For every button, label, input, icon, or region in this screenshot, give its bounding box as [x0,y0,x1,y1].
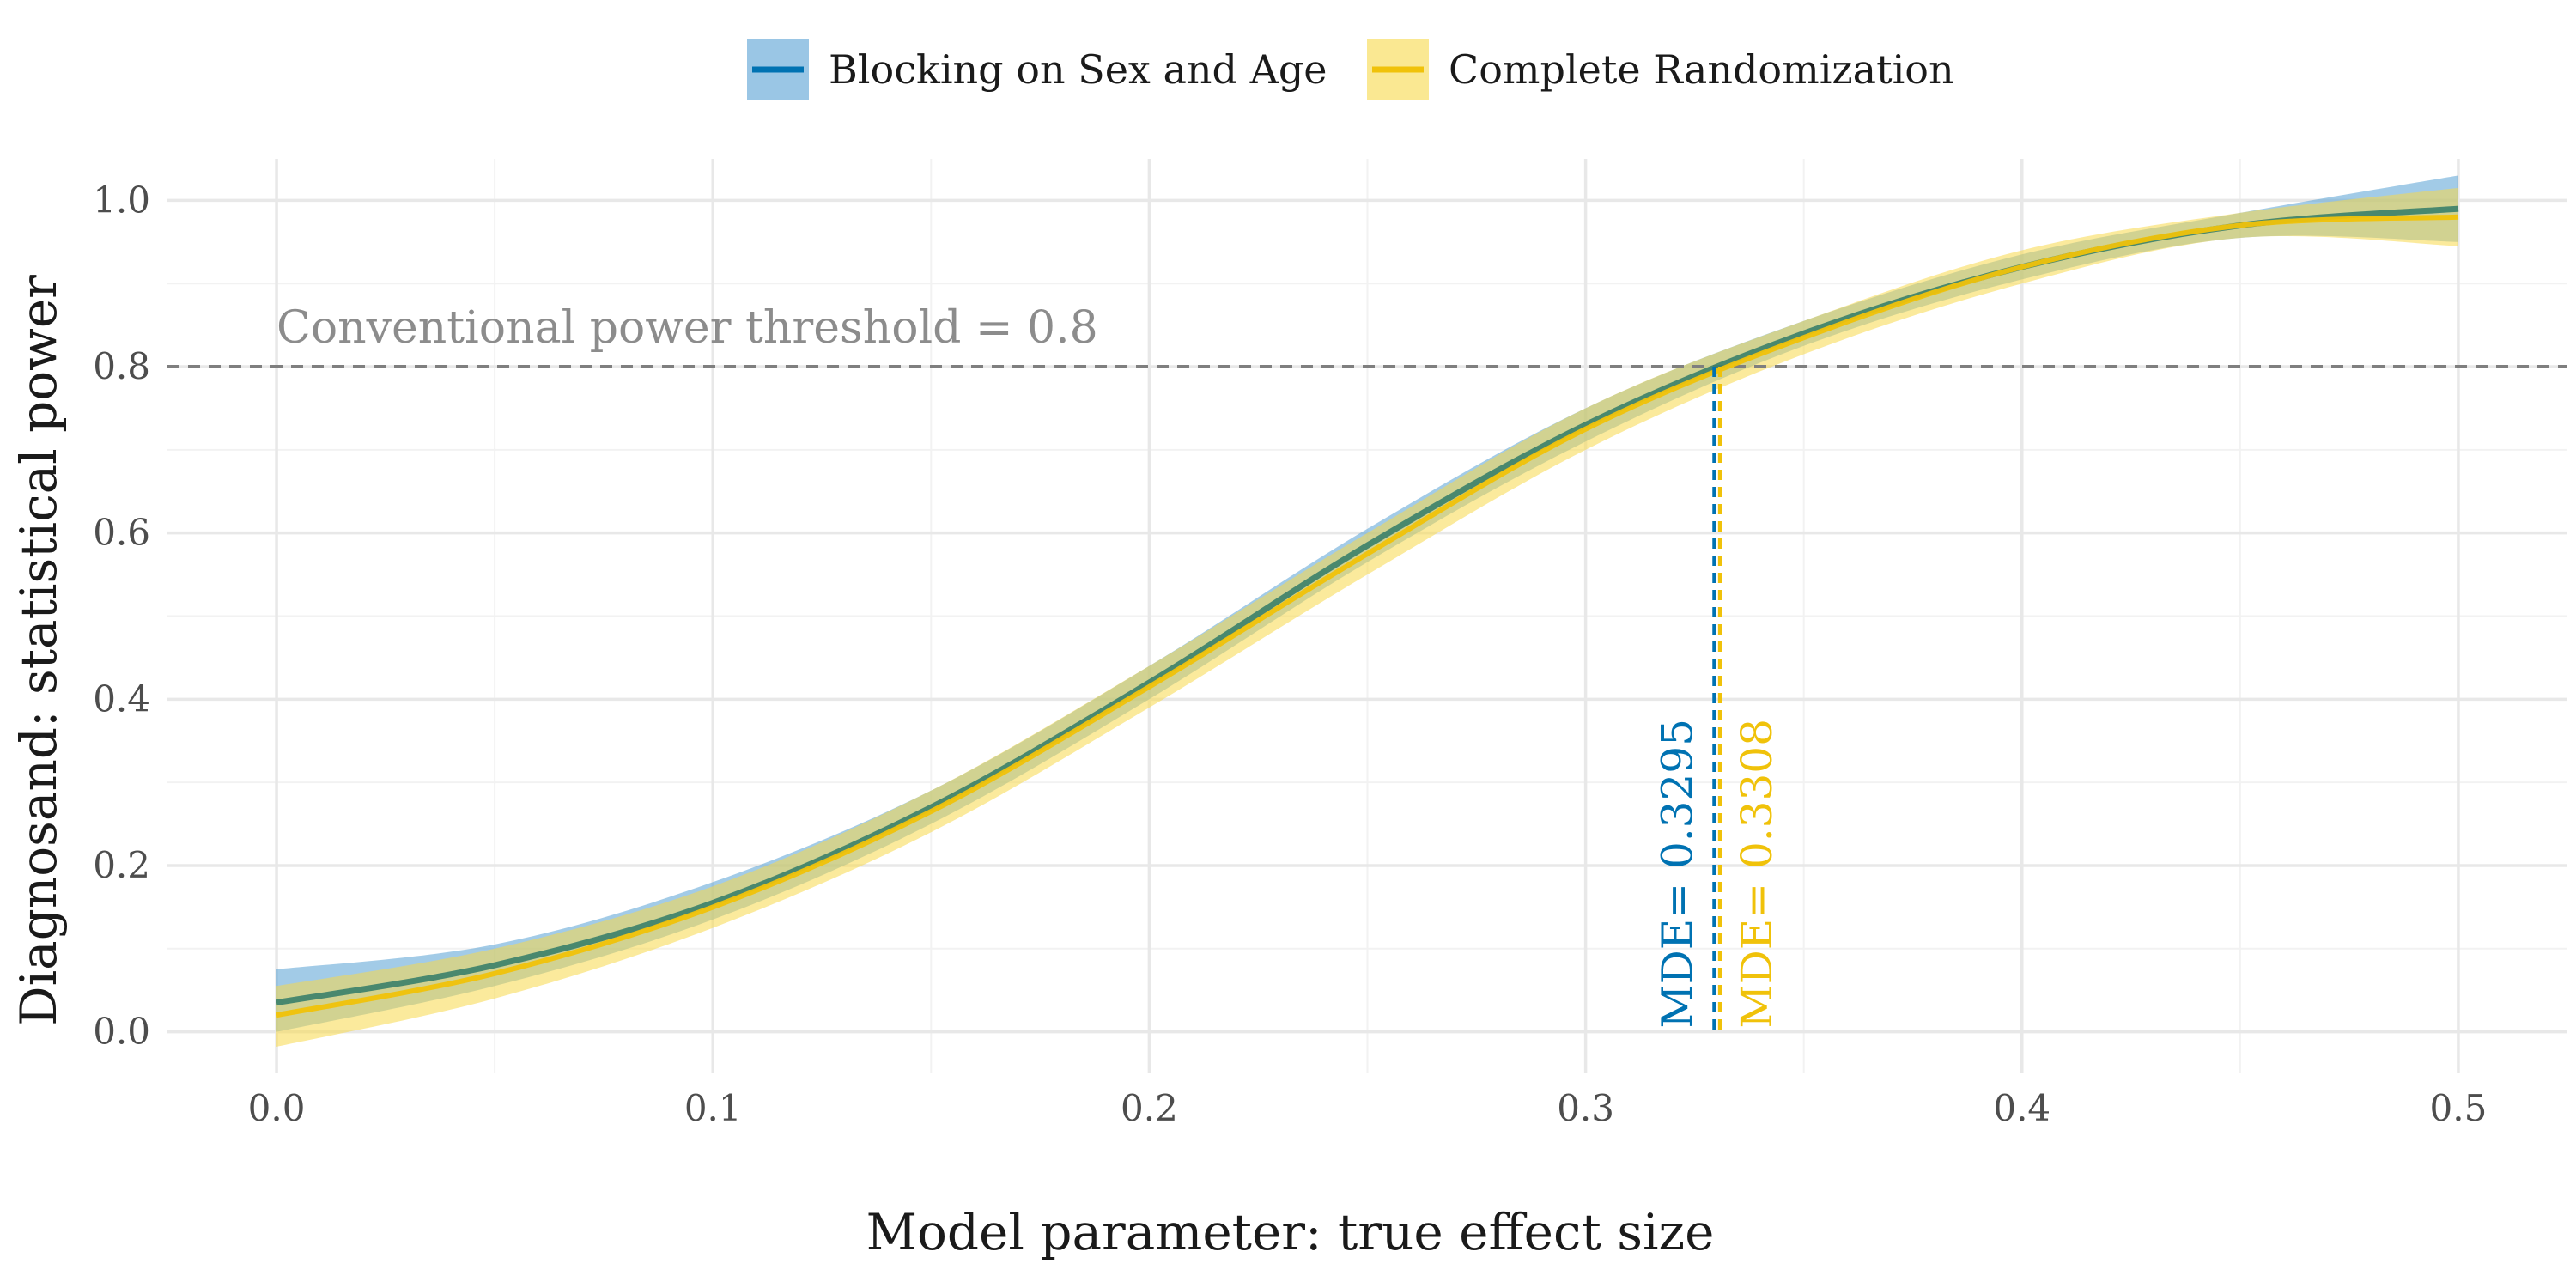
grid [167,159,2567,1073]
mde-label-complete: MDE= 0.3308 [1732,719,1782,1029]
x-tick-label: 0.0 [248,1087,306,1129]
y-tick-label: 1.0 [93,179,150,221]
y-tick-label: 0.6 [93,512,150,554]
legend: Blocking on Sex and Age Complete Randomiz… [747,39,1954,100]
y-tick-label: 0.0 [93,1011,150,1053]
x-tick-label: 0.3 [1557,1087,1614,1129]
threshold-label: Conventional power threshold = 0.8 [276,302,1098,354]
confidence-bands [276,175,2458,1047]
x-tick-label: 0.4 [1993,1087,2050,1129]
y-tick-label: 0.8 [93,345,150,387]
mde-label-blocking: MDE= 0.3295 [1653,719,1703,1029]
legend-label: Complete Randomization [1449,46,1954,93]
tick-labels: 0.0 0.1 0.2 0.3 0.4 0.5 0.0 0.2 0.4 0.6 0.8 1.0 [93,179,2487,1129]
y-tick-label: 0.4 [93,677,150,720]
threshold-line-group: Conventional power threshold = 0.8 [167,302,2567,369]
y-tick-label: 0.2 [93,844,150,886]
x-tick-label: 0.1 [684,1087,742,1129]
mde-markers: MDE= 0.3295 MDE= 0.3308 [1653,367,1782,1032]
x-tick-label: 0.5 [2430,1087,2488,1129]
series-line-complete [276,214,2459,1018]
confidence-band-complete [276,187,2458,1047]
x-tick-label: 0.2 [1121,1087,1178,1129]
legend-item-complete: Complete Randomization [1367,39,1954,100]
series-lines [276,205,2459,1018]
y-axis-title: Diagnosand: statistical power [9,275,68,1026]
x-axis-title: Model parameter: true effect size [866,1203,1715,1261]
confidence-band-blocking [276,175,2458,1032]
legend-label: Blocking on Sex and Age [829,46,1327,93]
legend-item-blocking: Blocking on Sex and Age [747,39,1327,100]
